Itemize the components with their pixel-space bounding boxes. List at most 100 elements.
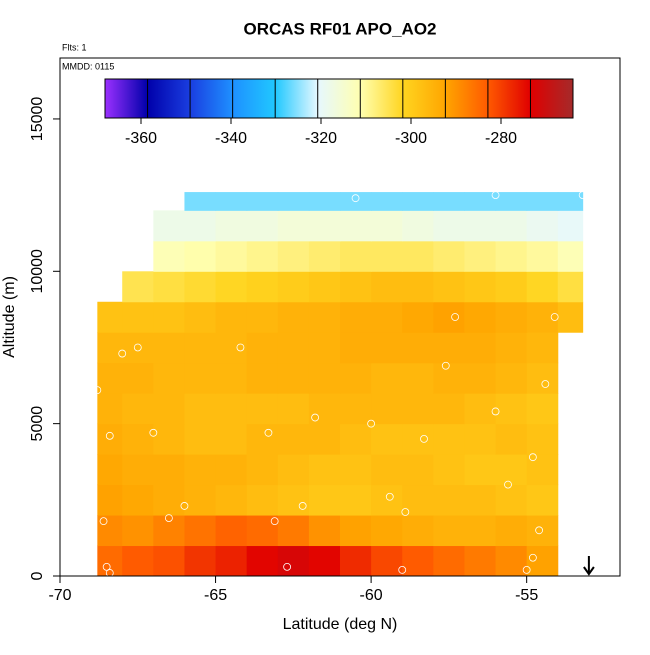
heat-cell [277, 192, 310, 211]
sample-point [264, 428, 273, 437]
heat-cell [402, 393, 434, 425]
heat-cell [97, 332, 123, 364]
heat-cell [340, 210, 372, 242]
heat-cell [215, 484, 248, 516]
heat-cell [122, 545, 154, 577]
heat-cell [433, 192, 465, 211]
heat-cell [402, 423, 434, 455]
sample-point [451, 313, 460, 321]
heat-cell [464, 362, 497, 394]
heat-cell [308, 545, 341, 577]
heat-cell [340, 484, 372, 516]
heat-cell [215, 423, 248, 455]
sample-point [504, 480, 512, 489]
heat-cell [308, 332, 341, 364]
heat-cell [308, 423, 341, 455]
heat-cell [464, 240, 497, 272]
heat-cell [464, 484, 497, 516]
heat-cell [277, 301, 310, 333]
heat-cell [557, 301, 584, 333]
x-axis-label: Latitude (deg N) [283, 616, 398, 633]
heat-cell [308, 362, 341, 394]
heat-cell [526, 271, 559, 303]
heat-cell [371, 192, 403, 211]
heat-cell [184, 301, 217, 333]
heat-cell [122, 301, 154, 333]
sample-point [149, 428, 158, 437]
heat-cell [215, 545, 248, 577]
sample-point [550, 313, 559, 321]
sample-point [270, 517, 279, 526]
heat-cell [402, 301, 434, 333]
sample-point [522, 566, 531, 574]
chart-title: ORCAS RF01 APO_AO2 [243, 19, 436, 38]
heat-cell [308, 210, 341, 242]
heat-cell [402, 210, 434, 242]
heat-cell [153, 332, 185, 364]
heat-cell [464, 545, 497, 577]
heat-cell [184, 240, 217, 272]
heat-cell [153, 484, 185, 516]
heat-cell [371, 240, 403, 272]
y-tick-label: 0 [29, 571, 46, 580]
heat-cell [246, 210, 279, 242]
heat-cell [402, 454, 434, 486]
heat-cell [433, 515, 465, 547]
heat-cell [246, 515, 279, 547]
colorbar-tick-label: -280 [485, 130, 517, 147]
heat-cell [371, 271, 403, 303]
heat-cell [277, 454, 310, 486]
heat-cell [215, 332, 248, 364]
heat-cell [122, 515, 154, 547]
heat-cell [495, 192, 528, 211]
heat-cell [153, 393, 185, 425]
sample-point [441, 361, 450, 370]
heat-cell [371, 393, 403, 425]
sample-point [491, 191, 500, 200]
heat-cell [340, 362, 372, 394]
heat-cell [340, 515, 372, 547]
sample-point [283, 562, 292, 571]
heat-cell [184, 423, 217, 455]
colorbar-tick-label: -340 [215, 130, 247, 147]
heat-cell [122, 484, 154, 516]
heat-cell [526, 210, 559, 242]
heat-cell [371, 210, 403, 242]
sample-point [311, 413, 320, 422]
heat-cell [153, 240, 185, 272]
heat-cell [246, 362, 279, 394]
heat-cell [153, 423, 185, 455]
heat-cell [153, 362, 185, 394]
heat-cell [526, 423, 559, 455]
heat-cell [215, 301, 248, 333]
heat-cell [340, 271, 372, 303]
sample-point [102, 562, 111, 571]
heat-cell [153, 515, 185, 547]
heat-cell [526, 454, 559, 486]
heat-cell [495, 362, 528, 394]
heat-cell [153, 210, 185, 242]
flights-label: Flts: 1 [62, 42, 87, 52]
heat-cell [464, 393, 497, 425]
sample-point [118, 349, 127, 358]
heat-cell [495, 210, 528, 242]
y-tick-label: 5000 [29, 406, 46, 442]
heat-cell [495, 301, 528, 333]
heat-cell [464, 332, 497, 364]
sample-point [236, 343, 245, 352]
heat-cell [308, 515, 341, 547]
heat-cell [184, 271, 217, 303]
heat-cell [526, 301, 559, 333]
heat-cell [122, 423, 154, 455]
heat-cell [433, 454, 465, 486]
sample-point [578, 191, 587, 200]
y-tick-label: 15000 [29, 97, 46, 142]
heat-cell [153, 271, 185, 303]
sample-point [528, 453, 537, 462]
sample-point [367, 419, 376, 428]
heat-cell [184, 332, 217, 364]
heat-cell [433, 210, 465, 242]
heat-cell [495, 484, 528, 516]
heat-cell [402, 515, 434, 547]
heat-cell [402, 545, 434, 577]
